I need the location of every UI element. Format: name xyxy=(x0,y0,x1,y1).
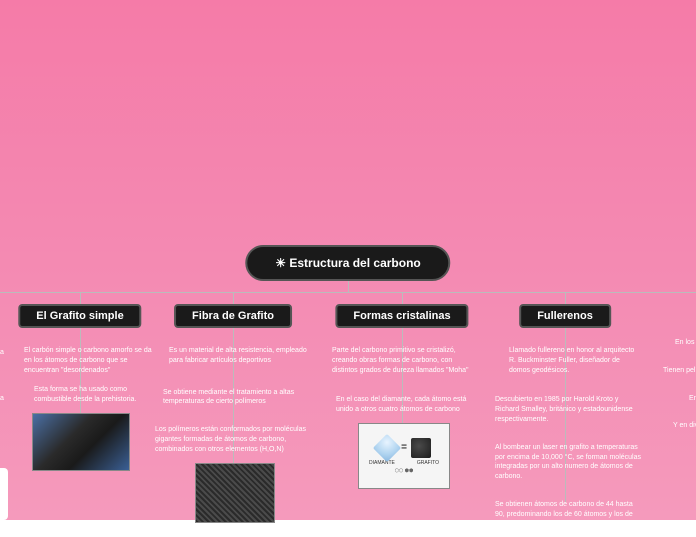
node-text[interactable]: Se obtienen átomos de carbono de 44 hast… xyxy=(491,498,645,531)
node-text[interactable]: Descubierto en 1985 por Harold Kroto y R… xyxy=(491,393,645,426)
node-image xyxy=(195,463,275,523)
clipped-node: a xyxy=(0,395,8,405)
column-header[interactable]: Formas cristalinas xyxy=(335,304,468,328)
root-node[interactable]: ☀ Estructura del carbono xyxy=(245,245,450,281)
node-text[interactable]: Los polímeros están conformados por molé… xyxy=(151,423,313,456)
node-text[interactable]: Se obtiene mediante el tratamiento a alt… xyxy=(159,386,313,410)
column-4: En los dis Tienen pelícu En m Y en diversos… xyxy=(645,292,696,439)
node-text[interactable]: En el caso del diamante, cada átomo está… xyxy=(332,393,482,417)
node-image: =DIAMANTEGRAFITO⬡⬡ ⬢⬢ xyxy=(358,423,450,489)
node-text[interactable]: Al bombear un laser en grafito a tempera… xyxy=(491,441,645,484)
background-top xyxy=(0,0,696,280)
node-text[interactable]: En m xyxy=(685,392,696,406)
side-panel-stub xyxy=(0,468,8,520)
column-header[interactable]: Fibra de Grafito xyxy=(174,304,292,328)
column-2: Formas cristalinas Parte del carbono prim… xyxy=(322,292,482,493)
column-3: Fullerenos Llamado fullereno en honor al … xyxy=(485,292,645,537)
column-header[interactable]: Fullerenos xyxy=(519,304,611,328)
node-text[interactable]: Tienen pelícu xyxy=(659,364,696,378)
clipped-node: a xyxy=(0,349,8,359)
connector-horizontal xyxy=(0,292,696,293)
column-header[interactable]: El Grafito simple xyxy=(18,304,141,328)
node-text[interactable]: Es un material de alta resistencia, empl… xyxy=(165,344,313,368)
node-text[interactable]: El carbón simple o carbono amorfo se da … xyxy=(20,344,160,377)
column-0: El Grafito simple El carbón simple o carb… xyxy=(0,292,160,475)
column-1: Fibra de Grafito Es un material de alta r… xyxy=(153,292,313,527)
node-image xyxy=(32,413,130,471)
node-text[interactable]: Y en diversos implementos aromático xyxy=(669,419,696,433)
node-text[interactable]: Parte del carbono primitivo se cristaliz… xyxy=(328,344,482,377)
node-text[interactable]: Llamado fullereno en honor al arquitecto… xyxy=(505,344,645,377)
node-text[interactable]: Esta forma se ha usado como combustible … xyxy=(30,383,160,407)
node-text[interactable]: En los dis xyxy=(671,336,696,350)
